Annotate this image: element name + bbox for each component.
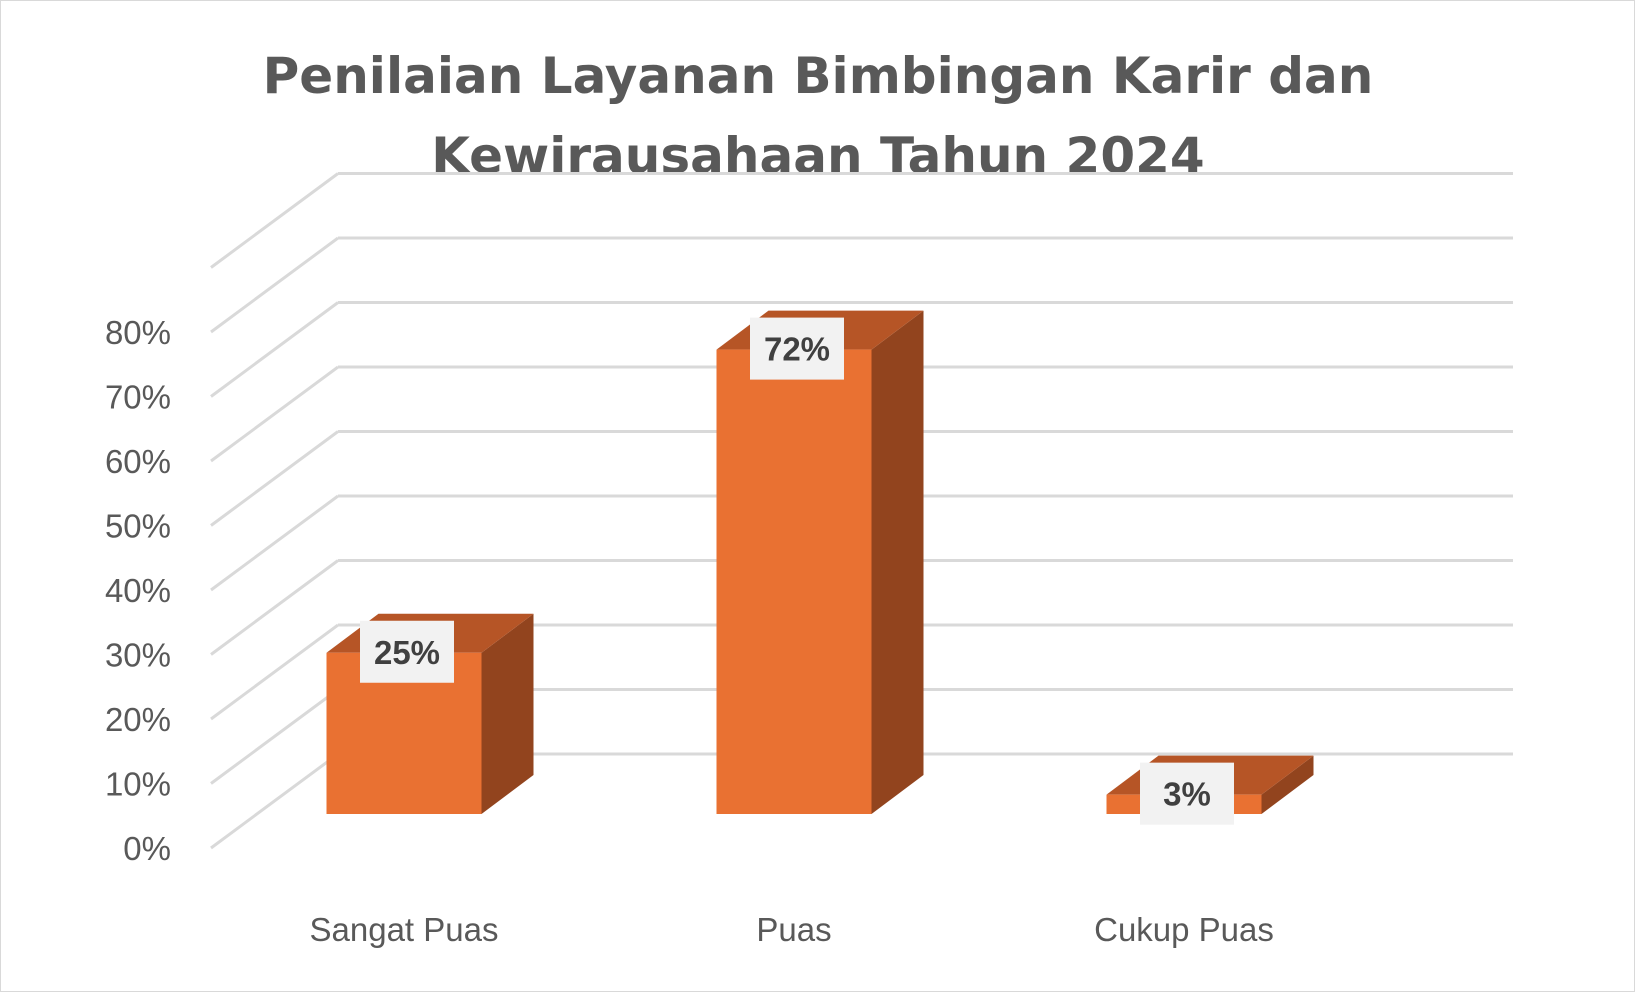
y-tick-label: 0%	[123, 830, 171, 867]
bars: 25% 72% 3%	[326, 310, 1314, 825]
bar-side-face	[1261, 755, 1314, 814]
chart-title-line-1: Penilaian Layanan Bimbingan Karir dan	[263, 47, 1374, 105]
y-tick-label: 10%	[105, 766, 171, 803]
bar-puas	[716, 310, 924, 814]
bar-side-face	[481, 613, 534, 814]
y-tick-label: 60%	[105, 443, 171, 480]
x-category-label: Sangat Puas	[310, 911, 499, 948]
gridline-side	[210, 301, 339, 398]
gridline-side	[210, 365, 339, 463]
y-tick-label: 50%	[105, 508, 171, 545]
data-label-text: 72%	[764, 331, 830, 368]
chart-title-line-2: Kewirausahaan Tahun 2024	[431, 127, 1204, 185]
data-label-box	[360, 620, 454, 683]
gridline-side	[210, 430, 339, 527]
y-tick-label: 40%	[105, 572, 171, 609]
y-tick-label: 70%	[105, 379, 171, 416]
gridline-side	[210, 559, 339, 656]
data-label-text: 25%	[374, 634, 440, 671]
gridline-side	[210, 623, 339, 721]
bar-front-face	[716, 349, 872, 814]
y-tick-label: 80%	[105, 314, 171, 351]
data-label: 25%	[360, 620, 454, 683]
gridlines	[210, 172, 1513, 850]
y-tick-label: 20%	[105, 701, 171, 738]
chart-title: Penilaian Layanan Bimbingan Karir dan Ke…	[263, 47, 1374, 185]
gridline-side	[210, 688, 339, 785]
data-label: 72%	[750, 317, 844, 380]
y-axis-ticks: 0% 10% 20% 30% 40% 50% 60% 70% 80%	[105, 314, 171, 867]
x-category-label: Cukup Puas	[1094, 911, 1274, 948]
data-label-box	[1140, 762, 1234, 825]
gridline-side	[210, 752, 339, 850]
data-label-box	[750, 317, 844, 380]
gridline-side	[210, 494, 339, 592]
data-label-text: 3%	[1163, 776, 1211, 813]
x-category-label: Puas	[756, 911, 831, 948]
gridline-side	[210, 236, 339, 334]
bar-side-face	[871, 310, 924, 814]
gridline-side	[210, 172, 339, 269]
y-tick-label: 30%	[105, 637, 171, 674]
x-axis-categories: Sangat Puas Puas Cukup Puas	[310, 911, 1274, 948]
data-label: 3%	[1140, 762, 1234, 825]
